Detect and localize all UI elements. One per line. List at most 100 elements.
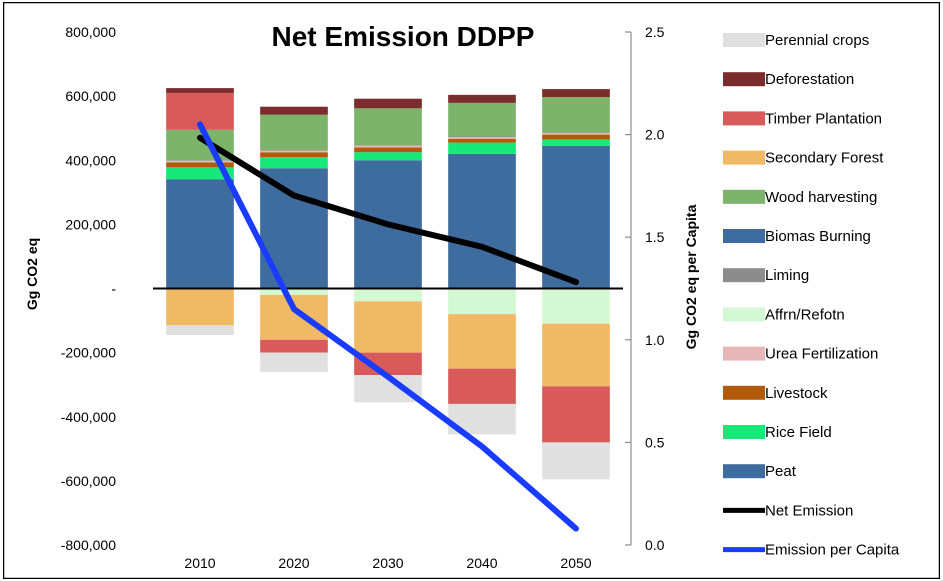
chart-frame: 800,000 600,000 400,000 200,000 - -200,000 -40… xyxy=(3,2,940,579)
legend-label: Biomas Burning xyxy=(765,228,871,245)
bar-segment xyxy=(260,339,328,353)
bar-segment xyxy=(448,102,516,137)
legend-swatch xyxy=(723,307,765,322)
legend-label: Liming xyxy=(765,267,809,284)
y-tick-label: 800,000 xyxy=(65,24,116,40)
y-tick-label: -400,000 xyxy=(61,409,116,425)
legend-swatch xyxy=(723,229,765,243)
legend-swatch xyxy=(723,385,765,400)
bar-segment xyxy=(542,132,610,133)
y2-tick-label: 1.5 xyxy=(645,229,665,245)
y-axis-title: Gg CO2 eq xyxy=(24,238,40,310)
y2-axis-title: Gg CO2 eq per Capita xyxy=(683,204,699,349)
bar-segment xyxy=(542,89,610,98)
legend-swatch xyxy=(723,189,765,204)
y2-tick-label: 2.0 xyxy=(645,127,665,143)
bar-segment xyxy=(166,162,234,168)
bar-segment xyxy=(166,288,234,326)
legend-label: Emission per Capita xyxy=(765,542,900,559)
x-tick-label: 2030 xyxy=(372,555,403,571)
x-tick-label: 2020 xyxy=(278,555,309,571)
bar-segment xyxy=(542,139,610,146)
bar-segment xyxy=(260,352,328,372)
y-tick-label: - xyxy=(111,281,116,297)
bar-segment xyxy=(448,94,516,103)
bar-segment xyxy=(354,288,422,302)
y-tick-label: -600,000 xyxy=(61,473,116,489)
bar-segment xyxy=(166,160,234,163)
bar-segment xyxy=(448,153,516,289)
legend-swatch xyxy=(723,268,765,283)
y2-tick-label: 1.0 xyxy=(645,332,665,348)
y-tick-label: 200,000 xyxy=(65,216,116,232)
x-tick-label: 2010 xyxy=(184,555,215,571)
legend-swatch xyxy=(723,72,765,87)
bar-segment xyxy=(260,150,328,153)
bar-segment xyxy=(448,314,516,369)
bar-segment xyxy=(260,294,328,340)
bar-segment xyxy=(354,108,422,146)
bar-segment xyxy=(354,301,422,353)
bar-segment xyxy=(354,147,422,153)
bar-segment xyxy=(542,134,610,140)
series-line xyxy=(197,121,579,532)
legend-swatch xyxy=(723,111,765,126)
bar-segment xyxy=(542,288,610,324)
bar-segment xyxy=(260,114,328,150)
legend-label: Timber Plantation xyxy=(765,110,882,127)
series-line xyxy=(197,134,579,286)
axes-group: 800,000 600,000 400,000 200,000 - -200,000 -40… xyxy=(61,24,665,571)
legend-label: Urea Fertilization xyxy=(765,346,878,363)
bar-segment xyxy=(260,168,328,289)
bar-segment xyxy=(354,152,422,161)
bar-segment xyxy=(260,157,328,169)
y-tick-label: 400,000 xyxy=(65,152,116,168)
bar-segment xyxy=(542,97,610,133)
bar-segment xyxy=(260,149,328,151)
legend-label: Perennial crops xyxy=(765,32,869,49)
bar-segment xyxy=(354,145,422,146)
chart-svg: 800,000 600,000 400,000 200,000 - -200,000 -40… xyxy=(3,2,940,579)
bar-segment xyxy=(354,98,422,109)
bar-segment xyxy=(542,386,610,443)
legend-label: Livestock xyxy=(765,385,828,402)
y2-tick-label: 0.5 xyxy=(645,434,665,450)
bar-segment xyxy=(166,167,234,180)
bar-segment xyxy=(260,106,328,115)
y2-tick-label: 2.5 xyxy=(645,24,665,40)
bar-segment xyxy=(448,137,516,139)
bar-segment xyxy=(448,138,516,143)
bar-segment xyxy=(448,368,516,404)
lines-group xyxy=(197,121,579,532)
bar-segment xyxy=(166,88,234,93)
legend-swatch xyxy=(723,346,765,361)
bar-segment xyxy=(260,288,328,295)
bar-segment xyxy=(448,142,516,154)
bar-segment xyxy=(542,442,610,480)
legend-label: Rice Field xyxy=(765,424,832,441)
legend-label: Affrn/Refotn xyxy=(765,306,845,323)
bar-segment xyxy=(166,325,234,335)
legend: Perennial crops Deforestation Timber Plant… xyxy=(723,32,900,559)
bar-segment xyxy=(448,288,516,315)
legend-label: Wood harvesting xyxy=(765,189,877,206)
y2-tick-label: 0.0 xyxy=(645,537,665,553)
bar-segment xyxy=(354,145,422,148)
legend-swatch xyxy=(723,33,765,47)
bar-segment xyxy=(260,152,328,158)
legend-label: Peat xyxy=(765,463,797,480)
legend-swatch xyxy=(723,464,765,479)
y-tick-label: -800,000 xyxy=(61,537,116,553)
legend-label: Secondary Forest xyxy=(765,150,884,167)
x-tick-label: 2040 xyxy=(466,555,497,571)
bar-segment xyxy=(354,352,422,376)
legend-swatch xyxy=(723,425,765,439)
bar-segment xyxy=(542,145,610,289)
legend-swatch xyxy=(723,150,765,165)
y-tick-label: -200,000 xyxy=(61,345,116,361)
legend-label: Net Emission xyxy=(765,502,853,519)
bar-segment xyxy=(542,323,610,387)
x-tick-label: 2050 xyxy=(560,555,591,571)
y-tick-label: 600,000 xyxy=(65,88,116,104)
chart-title: Net Emission DDPP xyxy=(272,21,535,52)
